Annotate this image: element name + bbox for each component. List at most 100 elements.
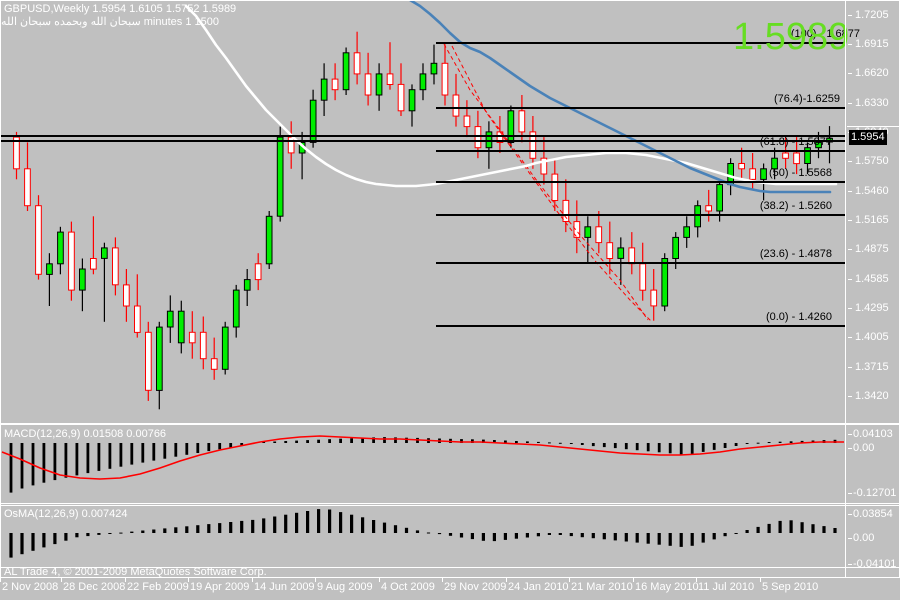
osma-histogram-bar (789, 520, 793, 533)
fib-level-line (436, 150, 846, 152)
osma-histogram-bar (20, 533, 24, 555)
osma-histogram-bar (800, 522, 804, 533)
macd-histogram-bar (460, 439, 463, 443)
macd-histogram-bar (526, 441, 529, 443)
osma-histogram-bar (602, 533, 606, 540)
date-axis-tick (442, 578, 443, 582)
osma-histogram-bar (152, 529, 156, 533)
osma-panel[interactable]: OsMA(12,26,9) 0.007424 (0, 506, 846, 567)
macd-histogram-bar (317, 439, 320, 443)
candle-body (529, 131, 537, 159)
osma-histogram-bar (679, 533, 683, 547)
candle-body (112, 247, 119, 286)
candle-body (650, 289, 658, 307)
date-axis-label: 24 Jan 2010 (508, 581, 569, 593)
candle-body (793, 152, 800, 165)
date-axis-label: 28 Dec 2008 (63, 581, 126, 593)
osma-histogram-bar (437, 533, 442, 535)
osma-histogram-bar (64, 533, 68, 541)
macd-histogram-bar (130, 443, 134, 465)
price-axis-label: 1.4875 (855, 243, 889, 255)
osma-histogram-bar (536, 533, 540, 537)
macd-histogram-bar (64, 443, 68, 478)
osma-histogram-bar (646, 533, 650, 544)
osma-histogram-bar (822, 526, 826, 533)
price-axis-label: 1.6620 (855, 67, 889, 79)
osma-canvas[interactable] (0, 506, 846, 567)
osma-histogram-bar (624, 533, 628, 542)
macd-histogram-bar (657, 443, 661, 453)
macd-histogram-bar (306, 440, 309, 443)
price-axis[interactable]: 1.72051.69151.66201.63301.60401.57501.54… (847, 0, 900, 422)
osma-histogram-bar (339, 512, 343, 533)
macd-canvas[interactable] (0, 426, 846, 505)
panel-divider-5 (0, 567, 900, 568)
osma-histogram-bar (185, 526, 189, 533)
date-axis-label: 21 Mar 2010 (571, 581, 633, 593)
price-chart-canvas[interactable] (0, 0, 846, 422)
macd-histogram-bar (493, 440, 496, 443)
macd-histogram-bar (9, 443, 13, 493)
macd-histogram-bar (163, 443, 167, 459)
candle-body (463, 115, 471, 128)
macd-axis: 0.04103 0.00 -0.12701 (847, 426, 900, 505)
candle-body (79, 268, 86, 291)
macd-axis-tick (848, 448, 852, 449)
fib-level-line (436, 262, 846, 264)
osma-histogram-bar (558, 533, 562, 535)
macd-histogram-bar (20, 443, 24, 489)
price-axis-tick (848, 337, 852, 338)
date-axis-tick (188, 578, 189, 582)
macd-histogram-bar (537, 441, 540, 443)
candle-body (353, 52, 361, 75)
date-axis-tick (252, 578, 253, 582)
macd-panel[interactable]: MACD(12,26,9) 0.01508 0.00766 (0, 426, 846, 505)
macd-histogram-bar (515, 441, 518, 443)
macd-histogram-bar (800, 440, 804, 443)
macd-histogram-bar (646, 443, 650, 452)
candle-body (595, 226, 603, 244)
price-axis-label: 1.5460 (855, 185, 889, 197)
price-chart-panel[interactable]: (100) - 1.6877 (76.4)-1.6259 (61.8) - 1.58… (0, 0, 860, 422)
osma-histogram-bar (745, 530, 749, 533)
candle-body (243, 279, 251, 291)
osma-histogram-bar (833, 528, 837, 533)
osma-axis-tick (848, 538, 852, 539)
macd-histogram-bar (482, 439, 485, 443)
osma-histogram-bar (317, 509, 321, 533)
candle-body (101, 247, 108, 259)
candle-body (320, 78, 328, 101)
price-axis-label: 1.6330 (855, 97, 889, 109)
price-axis-label: 1.4005 (855, 331, 889, 343)
candle-body (584, 226, 592, 238)
panel-divider-1 (0, 423, 900, 424)
osma-histogram-bar (723, 533, 727, 537)
macd-histogram-bar (328, 439, 331, 443)
candle-body (419, 73, 427, 91)
candle-body (232, 289, 240, 328)
candle-body (683, 226, 690, 238)
price-axis-tick (848, 73, 852, 74)
osma-histogram-bar (525, 533, 529, 538)
watermark-text: 1500 minutes 1 سبحان الله وبحمده سبحان ا… (0, 16, 219, 28)
osma-histogram-bar (448, 533, 453, 536)
osma-axis-label: 0.00 (853, 532, 875, 544)
date-axis[interactable]: 2 Nov 2008 28 Dec 2008 22 Feb 2009 19 Apr 2… (0, 578, 900, 600)
macd-histogram-bar (734, 443, 738, 446)
candle-body (441, 62, 449, 96)
osma-histogram-bar (9, 533, 13, 558)
date-axis-tick (506, 578, 507, 582)
macd-histogram-bar (679, 443, 683, 455)
fib-level-line (436, 107, 846, 109)
candle-body (661, 258, 669, 307)
price-axis-label: 1.5750 (855, 155, 889, 167)
osma-axis-tick (848, 514, 852, 515)
macd-axis-label: 0.04103 (853, 428, 893, 440)
osma-histogram-bar (415, 530, 420, 533)
macd-histogram-bar (580, 443, 584, 445)
candle-body (35, 205, 42, 275)
macd-histogram-bar (75, 443, 79, 476)
osma-histogram-bar (811, 524, 815, 533)
osma-histogram-bar (251, 519, 255, 533)
osma-histogram-bar (53, 533, 57, 545)
